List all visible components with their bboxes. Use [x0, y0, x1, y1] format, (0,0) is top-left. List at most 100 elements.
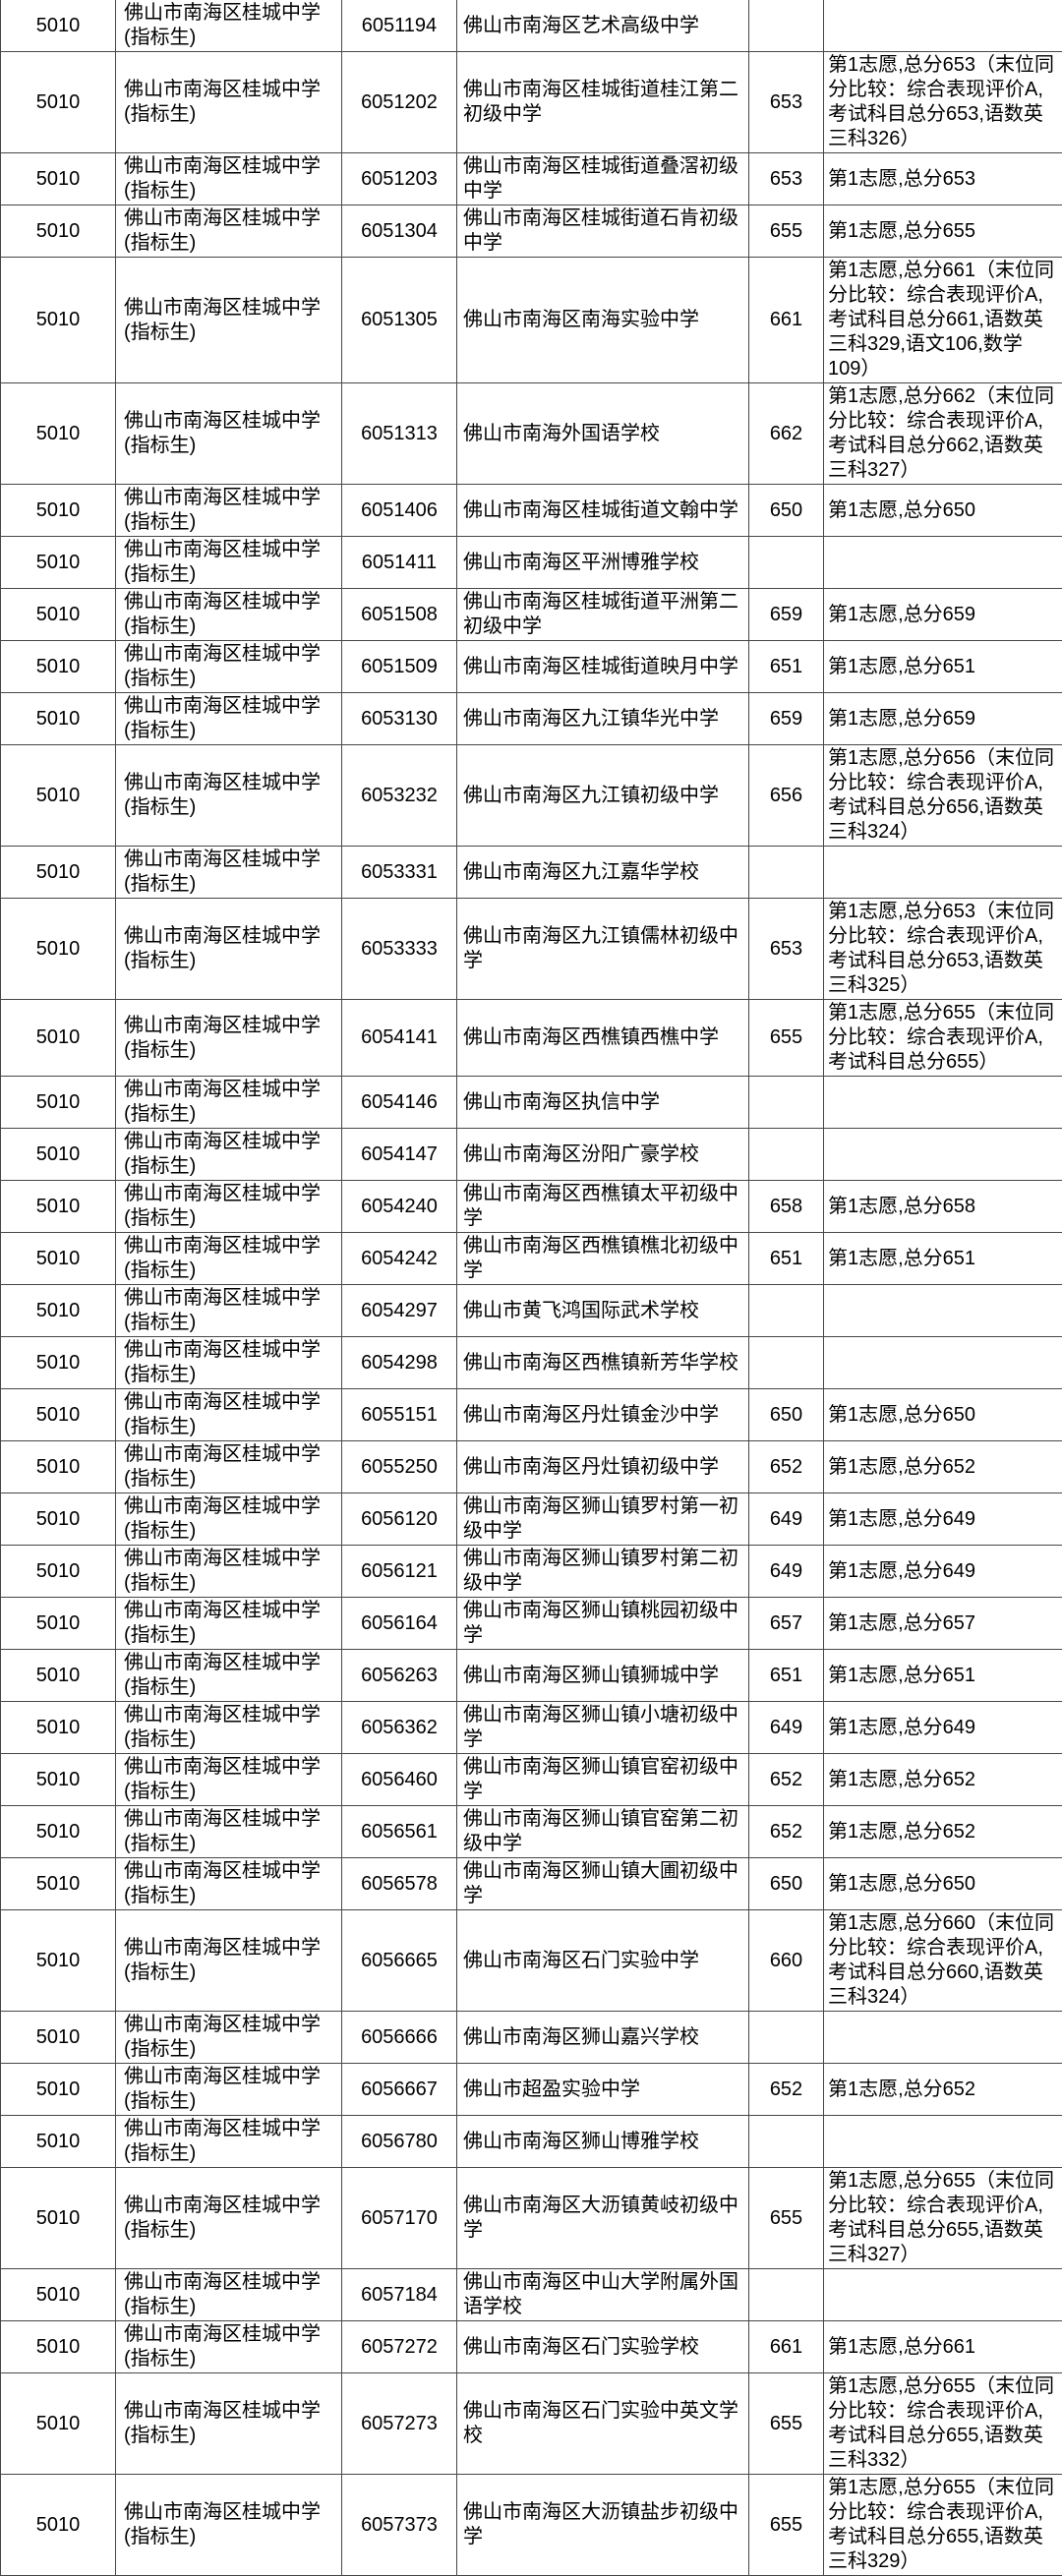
score-cell: 655: [749, 205, 824, 258]
graduate-school-cell: 佛山市南海区执信中学: [457, 1077, 749, 1129]
remark-cell: 第1志愿,总分660（末位同分比较：综合表现评价A,考试科目总分660,语数英三…: [824, 1910, 1062, 2012]
score-cell: 652: [749, 2064, 824, 2116]
remark-cell: 第1志愿,总分657: [824, 1598, 1062, 1650]
group-code-cell: 5010: [1, 383, 116, 485]
graduate-school-cell: 佛山市南海区汾阳广豪学校: [457, 1129, 749, 1181]
remark-cell: [824, 537, 1062, 589]
group-code-cell: 5010: [1, 1598, 116, 1650]
remark-cell: [824, 1285, 1062, 1337]
graduate-school-cell: 佛山市南海区南海实验中学: [457, 258, 749, 383]
school-code-cell: 6054141: [342, 1000, 457, 1077]
remark-cell: 第1志愿,总分661: [824, 2321, 1062, 2373]
school-code-cell: 6056120: [342, 1493, 457, 1546]
school-code-cell: 6056780: [342, 2116, 457, 2168]
group-code-cell: 5010: [1, 2064, 116, 2116]
graduate-school-cell: 佛山市南海区平洲博雅学校: [457, 537, 749, 589]
graduate-school-cell: 佛山市超盈实验中学: [457, 2064, 749, 2116]
table-row: 5010 佛山市南海区桂城中学(指标生) 6051406 佛山市南海区桂城街道文…: [1, 485, 1062, 537]
school-code-cell: 6054147: [342, 1129, 457, 1181]
remark-cell: 第1志愿,总分651: [824, 1233, 1062, 1285]
group-code-cell: 5010: [1, 1389, 116, 1441]
school-code-cell: 6056578: [342, 1858, 457, 1910]
remark-cell: 第1志愿,总分652: [824, 1806, 1062, 1858]
score-cell: 653: [749, 899, 824, 1000]
remark-cell: 第1志愿,总分655（末位同分比较：综合表现评价A,考试科目总分655,语数英三…: [824, 2168, 1062, 2269]
remark-cell: 第1志愿,总分653: [824, 153, 1062, 205]
graduate-school-cell: 佛山市南海区中山大学附属外国语学校: [457, 2269, 749, 2321]
score-cell: 655: [749, 1000, 824, 1077]
group-code-cell: 5010: [1, 641, 116, 693]
admitting-school-cell: 佛山市南海区桂城中学(指标生): [116, 1650, 342, 1702]
admitting-school-cell: 佛山市南海区桂城中学(指标生): [116, 383, 342, 485]
table-row: 5010 佛山市南海区桂城中学(指标生) 6054297 佛山市黄飞鸿国际武术学…: [1, 1285, 1062, 1337]
graduate-school-cell: 佛山市南海区桂城街道桂江第二初级中学: [457, 52, 749, 153]
school-code-cell: 6051406: [342, 485, 457, 537]
graduate-school-cell: 佛山市南海区狮山镇小塘初级中学: [457, 1702, 749, 1754]
graduate-school-cell: 佛山市南海区桂城街道映月中学: [457, 641, 749, 693]
group-code-cell: 5010: [1, 2012, 116, 2064]
table-row: 5010 佛山市南海区桂城中学(指标生) 6054298 佛山市南海区西樵镇新芳…: [1, 1337, 1062, 1389]
admitting-school-cell: 佛山市南海区桂城中学(指标生): [116, 589, 342, 641]
group-code-cell: 5010: [1, 1650, 116, 1702]
table-row: 5010 佛山市南海区桂城中学(指标生) 6056666 佛山市南海区狮山嘉兴学…: [1, 2012, 1062, 2064]
table-row: 5010 佛山市南海区桂城中学(指标生) 6051411 佛山市南海区平洲博雅学…: [1, 537, 1062, 589]
school-code-cell: 6055151: [342, 1389, 457, 1441]
score-cell: 660: [749, 1910, 824, 2012]
remark-cell: 第1志愿,总分659: [824, 589, 1062, 641]
admitting-school-cell: 佛山市南海区桂城中学(指标生): [116, 2373, 342, 2475]
score-cell: 653: [749, 52, 824, 153]
group-code-cell: 5010: [1, 847, 116, 899]
group-code-cell: 5010: [1, 589, 116, 641]
table-row: 5010 佛山市南海区桂城中学(指标生) 6051304 佛山市南海区桂城街道石…: [1, 205, 1062, 258]
admitting-school-cell: 佛山市南海区桂城中学(指标生): [116, 2321, 342, 2373]
school-code-cell: 6054240: [342, 1181, 457, 1233]
score-cell: 651: [749, 641, 824, 693]
admitting-school-cell: 佛山市南海区桂城中学(指标生): [116, 537, 342, 589]
admitting-school-cell: 佛山市南海区桂城中学(指标生): [116, 1129, 342, 1181]
group-code-cell: 5010: [1, 1000, 116, 1077]
remark-cell: 第1志愿,总分649: [824, 1546, 1062, 1598]
table-row: 5010 佛山市南海区桂城中学(指标生) 6057170 佛山市南海区大沥镇黄岐…: [1, 2168, 1062, 2269]
score-cell: 649: [749, 1493, 824, 1546]
group-code-cell: 5010: [1, 2168, 116, 2269]
graduate-school-cell: 佛山市南海区狮山镇狮城中学: [457, 1650, 749, 1702]
school-code-cell: 6053333: [342, 899, 457, 1000]
school-code-cell: 6051305: [342, 258, 457, 383]
graduate-school-cell: 佛山市南海区西樵镇樵北初级中学: [457, 1233, 749, 1285]
graduate-school-cell: 佛山市南海区九江镇初级中学: [457, 745, 749, 847]
remark-cell: 第1志愿,总分655（末位同分比较：综合表现评价A,考试科目总分655,语数英三…: [824, 2475, 1062, 2576]
admitting-school-cell: 佛山市南海区桂城中学(指标生): [116, 745, 342, 847]
group-code-cell: 5010: [1, 745, 116, 847]
group-code-cell: 5010: [1, 1285, 116, 1337]
graduate-school-cell: 佛山市南海区狮山镇官窑初级中学: [457, 1754, 749, 1806]
score-cell: 651: [749, 1233, 824, 1285]
remark-cell: 第1志愿,总分655（末位同分比较：综合表现评价A,考试科目总分655）: [824, 1000, 1062, 1077]
group-code-cell: 5010: [1, 1129, 116, 1181]
graduate-school-cell: 佛山市南海区狮山镇官窑第二初级中学: [457, 1806, 749, 1858]
group-code-cell: 5010: [1, 153, 116, 205]
remark-cell: 第1志愿,总分650: [824, 485, 1062, 537]
admitting-school-cell: 佛山市南海区桂城中学(指标生): [116, 258, 342, 383]
graduate-school-cell: 佛山市南海区九江嘉华学校: [457, 847, 749, 899]
school-code-cell: 6056666: [342, 2012, 457, 2064]
admitting-school-cell: 佛山市南海区桂城中学(指标生): [116, 2064, 342, 2116]
group-code-cell: 5010: [1, 1181, 116, 1233]
admitting-school-cell: 佛山市南海区桂城中学(指标生): [116, 52, 342, 153]
remark-cell: [824, 847, 1062, 899]
graduate-school-cell: 佛山市南海区桂城街道叠滘初级中学: [457, 153, 749, 205]
admitting-school-cell: 佛山市南海区桂城中学(指标生): [116, 1910, 342, 2012]
group-code-cell: 5010: [1, 485, 116, 537]
graduate-school-cell: 佛山市南海区石门实验中学: [457, 1910, 749, 2012]
school-code-cell: 6051202: [342, 52, 457, 153]
graduate-school-cell: 佛山市南海区九江镇华光中学: [457, 693, 749, 745]
admitting-school-cell: 佛山市南海区桂城中学(指标生): [116, 1806, 342, 1858]
admitting-school-cell: 佛山市南海区桂城中学(指标生): [116, 2168, 342, 2269]
score-cell: 649: [749, 1546, 824, 1598]
score-cell: 659: [749, 693, 824, 745]
score-cell: [749, 847, 824, 899]
group-code-cell: 5010: [1, 2373, 116, 2475]
school-code-cell: 6053232: [342, 745, 457, 847]
school-code-cell: 6057184: [342, 2269, 457, 2321]
table-row: 5010 佛山市南海区桂城中学(指标生) 6051313 佛山市南海外国语学校 …: [1, 383, 1062, 485]
